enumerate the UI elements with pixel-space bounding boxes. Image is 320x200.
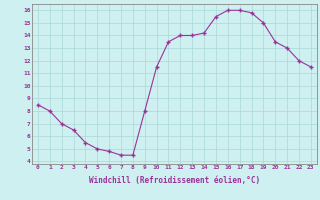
X-axis label: Windchill (Refroidissement éolien,°C): Windchill (Refroidissement éolien,°C) xyxy=(89,176,260,185)
